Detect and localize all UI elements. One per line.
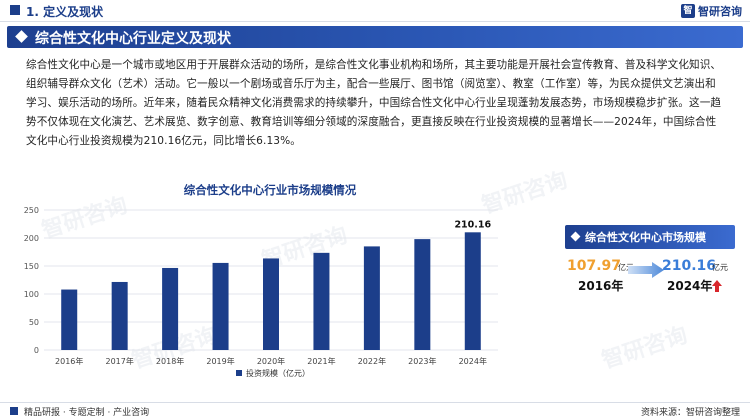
bar-chart: 0 50 100 150 200 250 2016年 2017年 2018年 2019年 2020年… (24, 206, 498, 378)
bar (313, 252, 330, 350)
brand-logo: 智 智研咨询 (681, 3, 742, 19)
arrow-right-icon (628, 262, 664, 278)
bar (363, 246, 380, 350)
footer: 精品研报 · 专题定制 · 产业咨询 资料来源：智研咨询整理 (0, 402, 750, 419)
x-tick-label: 2020年 (257, 356, 285, 366)
x-tick-label: 2024年 (459, 356, 487, 366)
bar (111, 281, 128, 350)
start-year: 2016年 (578, 279, 624, 293)
x-tick-label: 2019年 (206, 356, 234, 366)
up-arrow-icon (712, 280, 722, 292)
y-tick-label: 150 (24, 262, 39, 271)
banner-title: 综合性文化中心行业定义及现状 (35, 30, 231, 46)
x-tick-label: 2023年 (408, 356, 436, 366)
y-tick-label: 0 (34, 346, 39, 355)
top-bar: 1. 定义及现状 智 智研咨询 (0, 0, 750, 22)
bar (61, 289, 78, 350)
bar (212, 262, 229, 350)
data-label: 210.16 (454, 219, 491, 230)
x-tick-label: 2017年 (105, 356, 133, 366)
bar (162, 267, 179, 350)
footer-square-icon (10, 407, 18, 415)
section-label: 1. 定义及现状 (26, 5, 104, 19)
diamond-icon (570, 231, 581, 242)
start-value: 107.97 (567, 258, 622, 274)
end-value: 210.16 (662, 258, 717, 274)
y-tick-label: 100 (24, 290, 39, 299)
x-tick-label: 2021年 (307, 356, 335, 366)
footer-source: 资料来源：智研咨询整理 (640, 408, 740, 418)
market-size-card-header: 综合性文化中心市场规模 (565, 225, 735, 249)
section-square-icon (10, 5, 20, 15)
bar (263, 258, 279, 350)
title-banner: 综合性文化中心行业定义及现状 (7, 26, 743, 48)
bar (414, 239, 431, 350)
intro-paragraph: 综合性文化中心是一个城市或地区用于开展群众活动的场所，是综合性文化事业机构和场所… (26, 59, 722, 147)
diamond-icon (15, 30, 28, 43)
y-tick-label: 50 (29, 318, 39, 327)
brand-logo-icon: 智 (681, 4, 695, 18)
legend-label: 投资规模（亿元） (246, 368, 310, 378)
end-year: 2024年 (667, 279, 713, 293)
watermark: 智研咨询 (599, 322, 691, 374)
bar (464, 232, 481, 350)
end-unit: 亿元 (712, 263, 728, 272)
footer-slogan: 精品研报 · 专题定制 · 产业咨询 (24, 408, 150, 418)
start-unit: 亿元 (618, 263, 634, 272)
x-tick-label: 2016年 (55, 356, 83, 366)
chart-title: 综合性文化中心行业市场规模情况 (183, 183, 357, 197)
market-size-card-title: 综合性文化中心市场规模 (585, 231, 706, 244)
y-tick-label: 200 (24, 234, 39, 243)
legend-swatch (236, 370, 242, 376)
brand-logo-text: 智研咨询 (698, 5, 742, 18)
x-tick-label: 2018年 (156, 356, 184, 366)
x-tick-label: 2022年 (358, 356, 386, 366)
y-tick-label: 250 (24, 206, 39, 215)
